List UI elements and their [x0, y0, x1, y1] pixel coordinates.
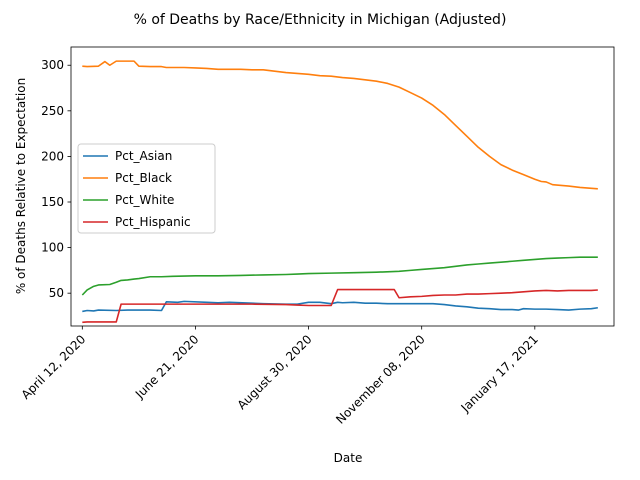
- y-axis-label: % of Deaths Relative to Expectation: [14, 78, 28, 294]
- y-tick-label: 300: [41, 58, 64, 72]
- x-tick-label: June 21, 2020: [132, 332, 202, 402]
- series-line-pct-white: [81, 256, 598, 296]
- legend-box: [77, 143, 216, 234]
- series-layer: [81, 60, 598, 324]
- y-tick-label: 50: [49, 286, 64, 300]
- legend-label: Pct_Asian: [115, 149, 172, 163]
- plot-frame: [70, 46, 615, 327]
- y-tick-label: 250: [41, 104, 64, 118]
- series-line-pct-asian: [82, 300, 598, 313]
- x-tick-label: January 17, 2021: [458, 332, 541, 415]
- chart-title: % of Deaths by Race/Ethnicity in Michiga…: [134, 12, 507, 28]
- x-tick-label: April 12, 2020: [19, 332, 89, 402]
- series-line-pct-black: [82, 60, 598, 190]
- series-line-pct-hispanic: [82, 288, 598, 324]
- legend-label: Pct_Hispanic: [115, 215, 191, 229]
- legend-label: Pct_Black: [115, 171, 172, 185]
- y-tick-label: 150: [41, 195, 64, 209]
- legend-label: Pct_White: [115, 193, 174, 207]
- y-tick-label: 200: [41, 149, 64, 163]
- legend: Pct_Asian Pct_Black Pct_White Pct_Hispanic: [77, 143, 216, 234]
- y-axis: 50 100 150 200 250 300: [41, 58, 71, 300]
- x-tick-label: November 08, 2020: [333, 332, 428, 427]
- x-axis: April 12, 2020 June 21, 2020 August 30, 20…: [19, 326, 541, 427]
- x-tick-label: August 30, 2020: [235, 332, 315, 412]
- y-tick-label: 100: [41, 241, 64, 255]
- x-axis-label: Date: [334, 451, 363, 465]
- plot-area: [70, 46, 615, 327]
